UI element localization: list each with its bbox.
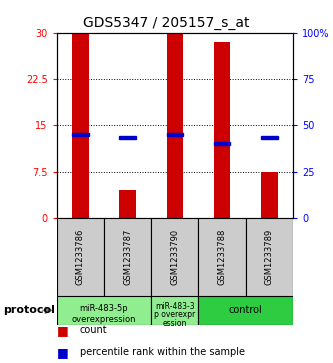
- Text: overexpression: overexpression: [72, 315, 136, 323]
- Text: ■: ■: [57, 324, 68, 337]
- Bar: [119, 136, 136, 139]
- Bar: [151, 218, 198, 296]
- Bar: [72, 33, 89, 218]
- Bar: [198, 296, 293, 325]
- Bar: [72, 133, 89, 136]
- Text: miR-483-5p: miR-483-5p: [80, 305, 128, 313]
- Bar: [214, 142, 230, 145]
- Text: GSM1233788: GSM1233788: [217, 229, 227, 285]
- Bar: [166, 133, 183, 136]
- Bar: [261, 171, 278, 218]
- Text: protocol: protocol: [3, 305, 55, 315]
- Bar: [57, 296, 151, 325]
- Text: percentile rank within the sample: percentile rank within the sample: [80, 347, 245, 357]
- Bar: [57, 218, 104, 296]
- Text: ■: ■: [57, 346, 68, 359]
- Bar: [119, 190, 136, 218]
- Text: ession: ession: [163, 319, 187, 328]
- Bar: [214, 42, 230, 218]
- Bar: [198, 218, 246, 296]
- Text: miR-483-3: miR-483-3: [155, 302, 194, 310]
- Bar: [151, 296, 198, 325]
- Bar: [104, 218, 151, 296]
- Text: count: count: [80, 325, 108, 335]
- Text: control: control: [229, 305, 263, 315]
- Bar: [261, 136, 278, 139]
- Text: GSM1233786: GSM1233786: [76, 229, 85, 285]
- Bar: [246, 218, 293, 296]
- Text: GDS5347 / 205157_s_at: GDS5347 / 205157_s_at: [83, 16, 250, 30]
- Text: p overexpr: p overexpr: [154, 310, 195, 319]
- Text: GSM1233789: GSM1233789: [265, 229, 274, 285]
- Bar: [166, 33, 183, 218]
- Text: GSM1233790: GSM1233790: [170, 229, 179, 285]
- Text: GSM1233787: GSM1233787: [123, 229, 132, 285]
